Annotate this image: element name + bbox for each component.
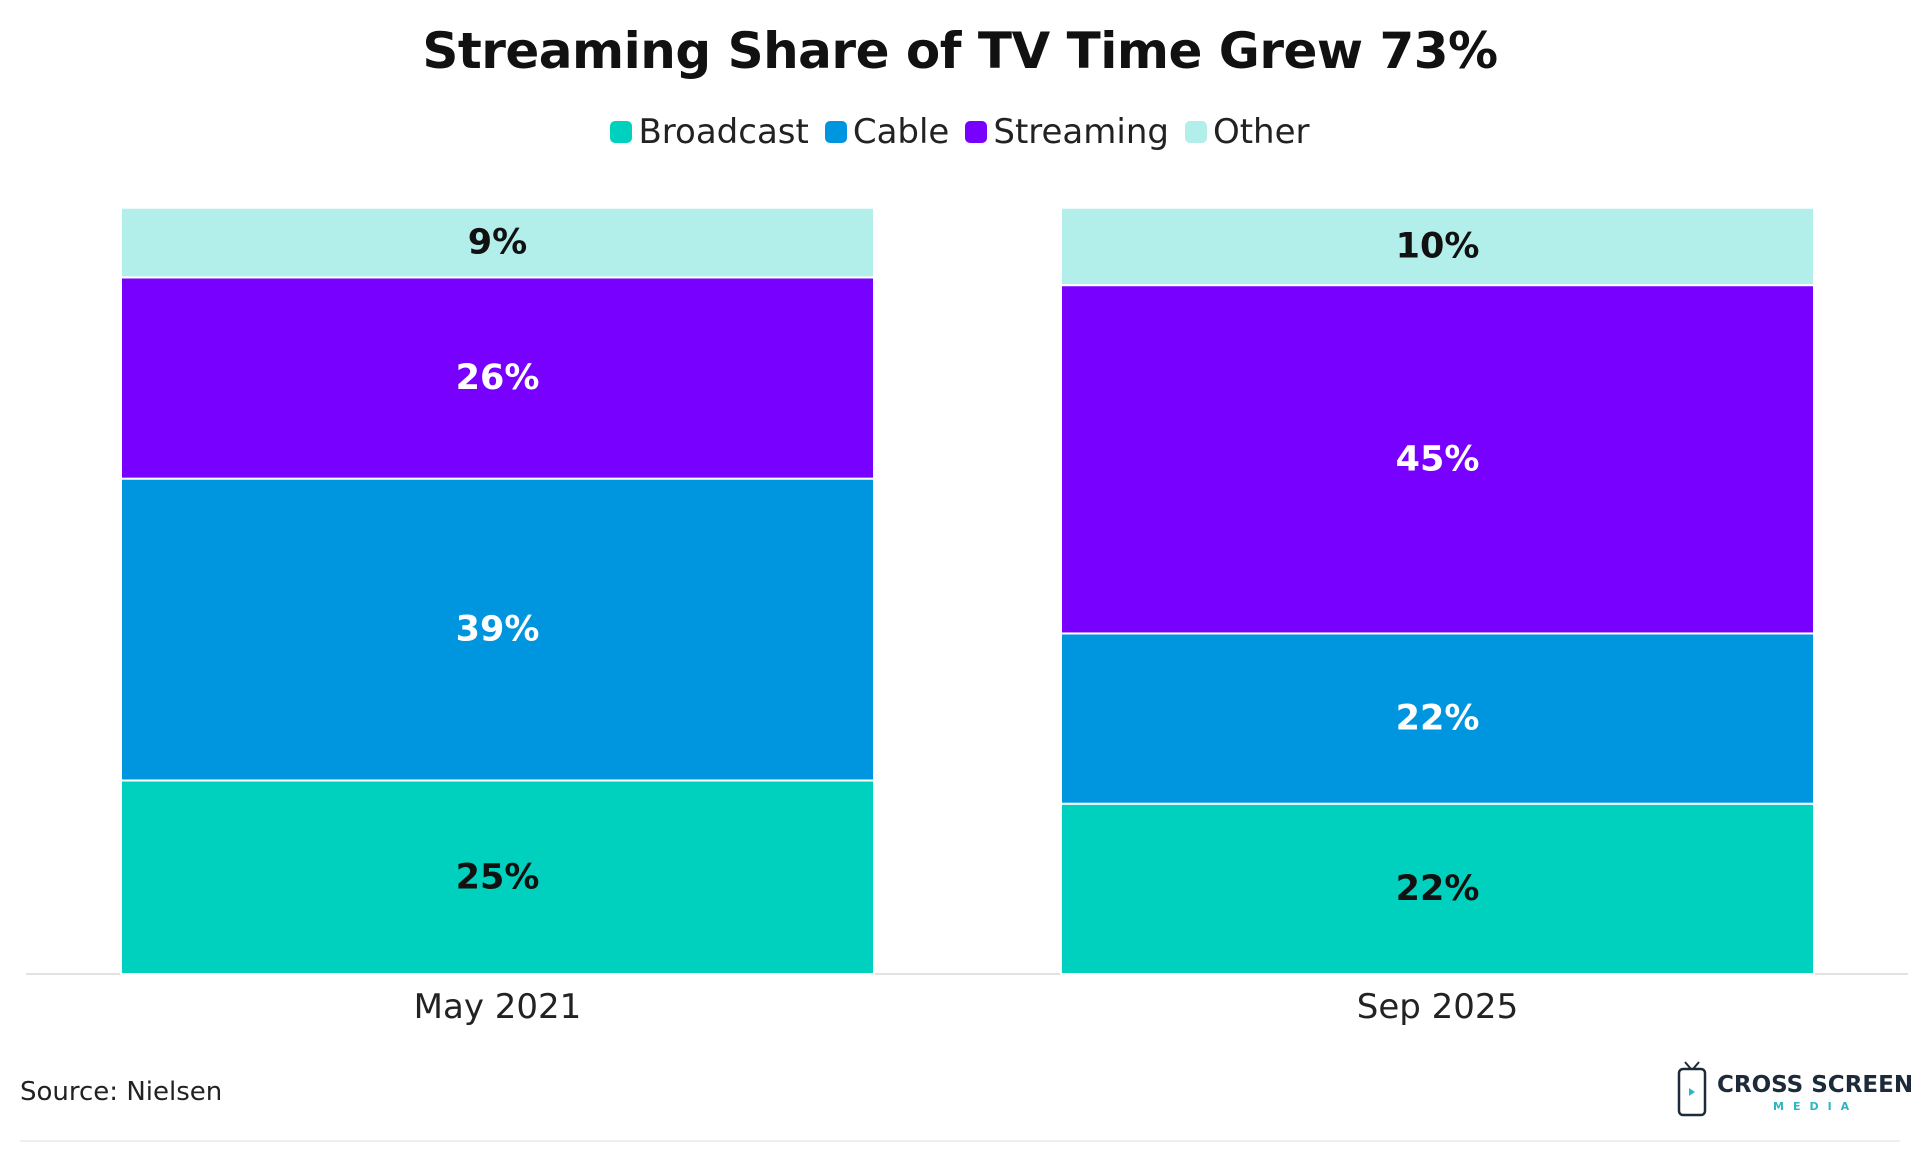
bar-cable-sep-2025 bbox=[1060, 632, 1815, 805]
legend-label-streaming: Streaming bbox=[993, 112, 1169, 152]
legend-item-streaming: Streaming bbox=[965, 112, 1169, 152]
legend-swatch-streaming bbox=[965, 121, 988, 143]
data-label-broadcast-may-2021: 25% bbox=[456, 857, 540, 897]
bar-cable-may-2021 bbox=[120, 477, 875, 782]
data-label-streaming-sep-2025: 45% bbox=[1396, 439, 1480, 479]
legend-swatch-other bbox=[1184, 121, 1207, 143]
bar-broadcast-may-2021 bbox=[120, 779, 875, 975]
x-tick-label-sep-2025: Sep 2025 bbox=[1357, 987, 1518, 1027]
bar-broadcast-sep-2025 bbox=[1060, 802, 1815, 975]
legend-item-broadcast: Broadcast bbox=[610, 112, 809, 152]
legend-item-cable: Cable bbox=[824, 112, 950, 152]
data-label-other-sep-2025: 10% bbox=[1396, 226, 1480, 266]
data-label-other-may-2021: 9% bbox=[468, 223, 527, 263]
bar-streaming-sep-2025 bbox=[1060, 284, 1815, 635]
tv-phone-icon bbox=[1677, 1061, 1707, 1117]
bar-other-may-2021 bbox=[120, 206, 875, 279]
legend-item-other: Other bbox=[1184, 112, 1310, 152]
bottom-divider bbox=[20, 1140, 1900, 1142]
logo-wordmark-bottom: MEDIA bbox=[1773, 1100, 1859, 1113]
data-label-cable-sep-2025: 22% bbox=[1396, 699, 1480, 739]
legend-label-cable: Cable bbox=[852, 112, 950, 152]
logo-wordmark-top: CROSS SCREEN bbox=[1717, 1072, 1914, 1098]
source-note: Source: Nielsen bbox=[20, 1077, 223, 1107]
bar-streaming-may-2021 bbox=[120, 276, 875, 480]
legend-swatch-broadcast bbox=[610, 121, 633, 143]
cross-screen-media-logo: CROSS SCREEN MEDIA bbox=[1673, 1060, 1913, 1120]
legend-label-other: Other bbox=[1212, 112, 1310, 152]
x-tick-label-may-2021: May 2021 bbox=[414, 987, 582, 1027]
data-label-streaming-may-2021: 26% bbox=[456, 358, 540, 398]
data-label-broadcast-sep-2025: 22% bbox=[1396, 869, 1480, 909]
data-label-cable-may-2021: 39% bbox=[456, 610, 540, 650]
chart-title: Streaming Share of TV Time Grew 73% bbox=[422, 22, 1498, 80]
bars-group: 25% 39% 26% 9% May 2021 22% 22% 45% 10% Sep 2025 bbox=[120, 206, 1815, 1027]
legend-swatch-cable bbox=[824, 121, 847, 143]
legend: Broadcast Cable Streaming Other bbox=[0, 112, 1920, 152]
bar-other-sep-2025 bbox=[1060, 206, 1815, 287]
legend-label-broadcast: Broadcast bbox=[638, 112, 809, 152]
